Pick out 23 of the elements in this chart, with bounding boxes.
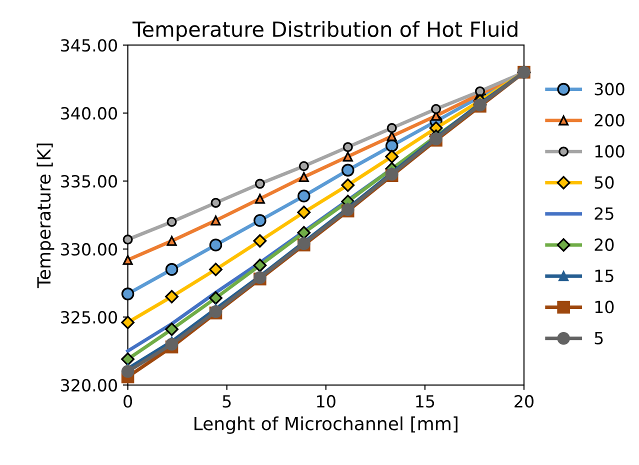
legend-label: 5 <box>594 332 603 344</box>
y-tick-label: 330.00 <box>61 243 117 256</box>
x-tick-label: 10 <box>317 395 336 408</box>
legend-label: 10 <box>595 300 614 314</box>
legend-label: 20 <box>594 238 614 252</box>
x-tick-label: 0 <box>124 395 132 408</box>
x-axis-title: Lenght of Microchannel [mm] <box>194 416 458 434</box>
x-tick-label: 15 <box>416 395 434 408</box>
x-tick-label: 5 <box>222 395 231 408</box>
chart-title: Temperature Distribution of Hot Fluid <box>132 20 518 42</box>
y-tick-label: 340.00 <box>61 107 117 120</box>
legend-label: 200 <box>594 114 624 127</box>
legend-label: 25 <box>594 207 614 220</box>
y-tick-label: 345.00 <box>61 39 117 52</box>
x-tick-label: 20 <box>514 395 534 408</box>
legend-label: 100 <box>595 145 624 158</box>
legend-label: 50 <box>594 176 614 189</box>
legend-label: 300 <box>594 82 624 96</box>
legend-label: 15 <box>595 270 614 282</box>
y-tick-label: 325.00 <box>61 311 117 324</box>
y-tick-label: 320.00 <box>61 378 117 392</box>
y-axis-title: Temperature [K] <box>36 144 54 288</box>
y-tick-label: 335.00 <box>61 175 117 188</box>
